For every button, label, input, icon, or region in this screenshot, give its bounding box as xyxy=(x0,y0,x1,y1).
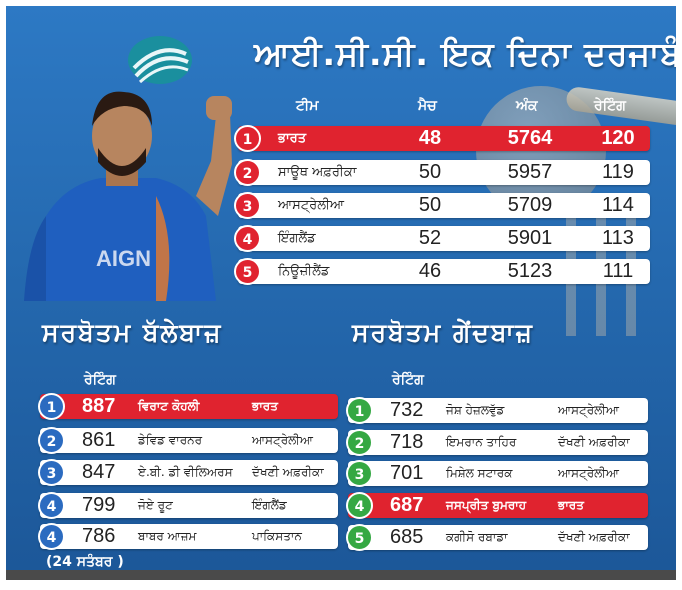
team-row: 1 ਭਾਰਤ 48 5764 120 xyxy=(234,125,650,152)
date-label: (24 ਸਤੰਬਰ ) xyxy=(46,554,124,570)
player-name: ਵਿਰਾਟ ਕੋਹਲੀ xyxy=(138,399,200,413)
rank-badge: 4 xyxy=(38,523,65,550)
player-name: ਇਮਰਾਨ ਤਾਹਿਰ xyxy=(446,435,517,449)
rank-badge: 1 xyxy=(38,393,65,420)
team-points: 5764 xyxy=(507,127,553,149)
page-title: ਆਈ.ਸੀ.ਸੀ. ਇਕ ਦਿਨਾ ਦਰਜਾਬੰਦੀ xyxy=(254,34,676,73)
player-rating: 847 xyxy=(82,461,116,483)
rank-badge: 3 xyxy=(38,459,65,486)
team-matches: 46 xyxy=(418,260,442,282)
rank-badge: 2 xyxy=(38,427,65,454)
player-name: ਜੋਏ ਰੂਟ xyxy=(138,498,173,512)
rank-badge: 3 xyxy=(234,192,261,219)
rank-badge: 5 xyxy=(234,258,261,285)
team-rating: 114 xyxy=(602,194,634,216)
rankings-card: AIGN ਆਈ.ਸੀ.ਸੀ. ਇਕ ਦਿਨਾ ਦਰਜਾਬੰਦੀ ਟੀਮ ਮੈਚ … xyxy=(6,6,676,580)
team-row: 5 ਨਿਊਜ਼ੀਲੈਂਡ 46 5123 111 xyxy=(234,258,650,285)
team-name: ਇੰਗਲੈਂਡ xyxy=(278,231,316,246)
rank-badge: 2 xyxy=(234,159,261,186)
bowlers-rating-label: ਰੇਟਿੰਗ xyxy=(392,372,424,388)
team-row: 4 ਇੰਗਲੈਂਡ 52 5901 113 xyxy=(234,225,650,252)
rank-badge: 1 xyxy=(234,125,261,152)
player-rating: 701 xyxy=(390,462,424,484)
rank-badge: 2 xyxy=(346,429,373,456)
player-country: ਦੱਖਣੀ ਅਫ਼ਰੀਕਾ xyxy=(558,435,630,449)
player-rating: 799 xyxy=(82,494,116,516)
team-matches: 52 xyxy=(418,227,442,249)
team-rating: 119 xyxy=(602,161,634,183)
player-name: ਡੇਵਿਡ ਵਾਰਨਰ xyxy=(138,433,203,447)
team-name: ਭਾਰਤ xyxy=(278,131,307,146)
team-row: 3 ਆਸਟ੍ਰੇਲੀਆ 50 5709 114 xyxy=(234,192,650,219)
team-row: 2 ਸਾਊਥ ਅਫ਼ਰੀਕਾ 50 5957 119 xyxy=(234,159,650,186)
icc-logo-icon xyxy=(128,36,192,84)
team-rating: 113 xyxy=(602,227,634,249)
header-team: ਟੀਮ xyxy=(296,98,319,114)
team-matches: 50 xyxy=(418,194,442,216)
player-country: ਆਸਟ੍ਰੇਲੀਆ xyxy=(558,403,619,417)
player-rating: 732 xyxy=(390,399,424,421)
header-points: ਅੰਕ xyxy=(516,98,538,114)
player-name: ਜਸਪ੍ਰੀਤ ਬੁਮਰਾਹ xyxy=(446,498,527,512)
player-rating: 685 xyxy=(390,526,424,548)
player-country: ਆਸਟ੍ਰੇਲੀਆ xyxy=(558,466,619,480)
rank-badge: 4 xyxy=(38,492,65,519)
rank-badge: 4 xyxy=(346,492,373,519)
rank-badge: 4 xyxy=(234,225,261,252)
player-rating: 718 xyxy=(390,431,424,453)
batsmen-rating-label: ਰੇਟਿੰਗ xyxy=(84,372,116,388)
player-name: ਬਾਬਰ ਆਜ਼ਮ xyxy=(138,529,197,543)
player-name: ਮਿਸ਼ੇਲ ਸਟਾਰਕ xyxy=(446,466,513,480)
team-rating: 111 xyxy=(602,260,634,282)
player-country: ਦੱਖਣੀ ਅਫ਼ਰੀਕਾ xyxy=(558,530,630,544)
team-name: ਸਾਊਥ ਅਫ਼ਰੀਕਾ xyxy=(278,165,357,180)
player-country: ਪਾਕਿਸਤਾਨ xyxy=(252,529,302,543)
list-item: 1 887 ਵਿਰਾਟ ਕੋਹਲੀ ਭਾਰਤ xyxy=(38,393,338,420)
list-item: 4 799 ਜੋਏ ਰੂਟ ਇੰਗਲੈਂਡ xyxy=(38,492,338,519)
list-item: 4 687 ਜਸਪ੍ਰੀਤ ਬੁਮਰਾਹ ਭਾਰਤ xyxy=(346,492,648,519)
team-points: 5901 xyxy=(507,227,553,249)
team-matches: 50 xyxy=(418,161,442,183)
bowlers-title: ਸਰਬੋਤਮ ਗੇਂਦਬਾਜ਼ xyxy=(352,318,534,347)
player-country: ਦੱਖਣੀ ਅਫ਼ਰੀਕਾ xyxy=(252,465,324,479)
list-item: 5 685 ਕਗੀਸੋ ਰਬਾਡਾ ਦੱਖਣੀ ਅਫ਼ਰੀਕਾ xyxy=(346,524,648,551)
list-item: 4 786 ਬਾਬਰ ਆਜ਼ਮ ਪਾਕਿਸਤਾਨ xyxy=(38,523,338,550)
player-rating: 786 xyxy=(82,525,116,547)
team-points: 5123 xyxy=(507,260,553,282)
rank-badge: 5 xyxy=(346,524,373,551)
rank-badge: 1 xyxy=(346,397,373,424)
team-points: 5709 xyxy=(507,194,553,216)
player-country: ਭਾਰਤ xyxy=(252,399,278,413)
team-matches: 48 xyxy=(418,127,442,149)
header-rating: ਰੇਟਿੰਗ xyxy=(594,98,626,114)
team-name: ਨਿਊਜ਼ੀਲੈਂਡ xyxy=(278,264,330,279)
player-country: ਆਸਟ੍ਰੇਲੀਆ xyxy=(252,433,313,447)
player-photo: AIGN xyxy=(24,91,232,301)
list-item: 3 847 ਏ.ਬੀ. ਡੀ ਵੀਲਿਅਰਸ ਦੱਖਣੀ ਅਫ਼ਰੀਕਾ xyxy=(38,459,338,486)
header-matches: ਮੈਚ xyxy=(418,98,437,114)
player-rating: 861 xyxy=(82,429,116,451)
list-item: 2 718 ਇਮਰਾਨ ਤਾਹਿਰ ਦੱਖਣੀ ਅਫ਼ਰੀਕਾ xyxy=(346,429,648,456)
team-rating: 120 xyxy=(601,127,635,149)
player-rating: 687 xyxy=(390,494,424,516)
batsmen-title: ਸਰਬੋਤਮ ਬੱਲੇਬਾਜ਼ xyxy=(42,318,223,347)
player-rating: 887 xyxy=(82,395,116,417)
player-name: ਏ.ਬੀ. ਡੀ ਵੀਲਿਅਰਸ xyxy=(138,465,233,479)
list-item: 2 861 ਡੇਵਿਡ ਵਾਰਨਰ ਆਸਟ੍ਰੇਲੀਆ xyxy=(38,427,338,454)
player-country: ਭਾਰਤ xyxy=(558,498,584,512)
player-name: ਜੋਸ਼ ਹੇਜ਼ਲਵੁੱਡ xyxy=(446,403,505,417)
player-name: ਕਗੀਸੋ ਰਬਾਡਾ xyxy=(446,530,508,544)
svg-text:AIGN: AIGN xyxy=(96,246,151,271)
player-country: ਇੰਗਲੈਂਡ xyxy=(252,498,287,512)
team-name: ਆਸਟ੍ਰੇਲੀਆ xyxy=(278,198,345,213)
list-item: 3 701 ਮਿਸ਼ੇਲ ਸਟਾਰਕ ਆਸਟ੍ਰੇਲੀਆ xyxy=(346,460,648,487)
list-item: 1 732 ਜੋਸ਼ ਹੇਜ਼ਲਵੁੱਡ ਆਸਟ੍ਰੇਲੀਆ xyxy=(346,397,648,424)
rank-badge: 3 xyxy=(346,460,373,487)
team-points: 5957 xyxy=(507,161,553,183)
